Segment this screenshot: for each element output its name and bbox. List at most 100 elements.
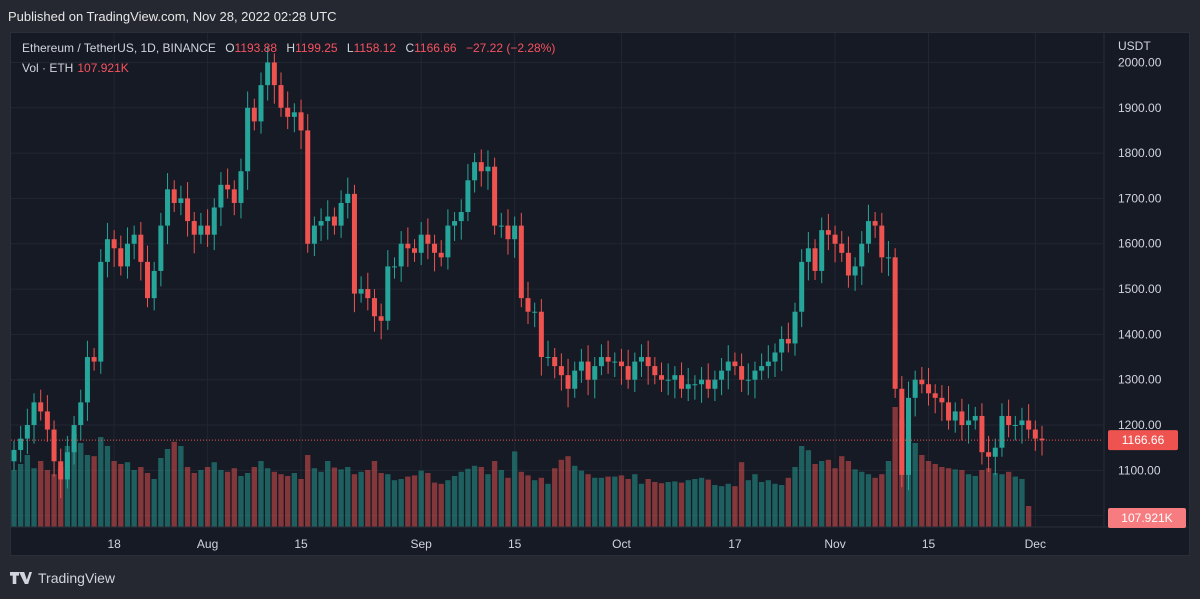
volume-bar: [745, 480, 751, 527]
candle-body: [51, 429, 57, 462]
volume-bar: [965, 474, 972, 527]
candle-body: [472, 162, 478, 181]
candle-body: [712, 379, 718, 389]
volume-bar: [338, 469, 344, 527]
volume-bar: [485, 474, 491, 527]
candle-body: [31, 402, 37, 426]
volume-bar: [525, 475, 531, 527]
candle-body: [124, 243, 130, 267]
x-tick-label: 17: [728, 537, 742, 551]
volume-bar: [24, 455, 31, 527]
candle-body: [992, 447, 998, 457]
volume-legend: Vol · ETH 107.921K: [22, 61, 129, 75]
candle-body: [405, 243, 411, 249]
volume-bar: [491, 461, 498, 527]
volume-bar: [238, 476, 244, 527]
candle-body: [845, 252, 851, 276]
candle-body: [111, 239, 117, 249]
candle-body: [765, 361, 771, 367]
candle-body: [859, 243, 865, 267]
footer-brand: TradingView: [38, 570, 116, 586]
candle-body: [512, 225, 518, 240]
x-tick-label: 15: [508, 537, 522, 551]
volume-bar: [204, 467, 211, 527]
candle-body: [999, 415, 1005, 448]
volume-bar: [231, 468, 237, 527]
volume-bar: [638, 483, 645, 527]
candle-body: [792, 311, 798, 344]
volume-bar: [184, 467, 191, 527]
candle-body: [1026, 420, 1032, 430]
candle-body: [432, 243, 438, 253]
volume-bar: [805, 450, 812, 527]
volume-bar: [812, 464, 818, 527]
volume-bar: [712, 485, 718, 527]
candle-body: [191, 221, 197, 235]
volume-bar: [164, 449, 171, 527]
footer: TradingView: [10, 570, 115, 586]
candle-body: [171, 189, 177, 203]
volume-bar: [385, 474, 391, 527]
candle-body: [912, 379, 918, 398]
high-label: H: [286, 41, 296, 55]
volume-bar: [371, 461, 378, 527]
volume-bar: [311, 468, 318, 527]
candle-body: [518, 225, 524, 299]
y-tick-label: 1800.00: [1118, 146, 1162, 160]
volume-bar: [912, 443, 918, 527]
candle-body: [351, 193, 357, 294]
change-value: −27.22 (−2.28%): [465, 41, 556, 55]
volume-bar: [151, 479, 157, 527]
y-tick-label: 1200.00: [1118, 418, 1162, 432]
volume-bar: [678, 482, 685, 527]
candle-body: [64, 452, 70, 480]
volume-bar: [992, 473, 998, 527]
symbol-legend: Ethereum / TetherUS, 1D, BINANCE O1193.8…: [22, 41, 555, 55]
volume-bar: [772, 483, 778, 527]
candle-body: [271, 62, 277, 86]
y-tick-label: 1600.00: [1118, 237, 1162, 251]
volume-bar: [558, 459, 565, 527]
volume-bar: [925, 461, 932, 527]
volume-bar: [585, 474, 591, 527]
candle-body: [705, 379, 711, 389]
volume-bar: [859, 471, 865, 527]
volume-bar: [632, 474, 638, 527]
candle-body: [251, 107, 257, 122]
volume-bar: [451, 476, 458, 527]
volume-bar: [131, 470, 137, 527]
candle-body: [932, 393, 938, 398]
volume-bar: [592, 477, 598, 527]
symbol-name[interactable]: Ethereum / TetherUS, 1D, BINANCE: [22, 41, 216, 55]
candle-body: [598, 357, 604, 367]
candle-body: [659, 375, 665, 380]
volume-bar: [211, 462, 217, 527]
volume-bar: [138, 467, 144, 527]
candle-body: [1019, 420, 1025, 426]
volume-bar: [365, 470, 371, 527]
last-price-badge: [1108, 430, 1178, 451]
last-volume-badge: [1108, 508, 1186, 528]
volume-bar: [932, 464, 938, 527]
y-tick-label: 1100.00: [1118, 463, 1161, 477]
volume-bar: [652, 482, 658, 527]
volume-bar: [511, 451, 518, 527]
candle-body: [725, 361, 731, 371]
candle-body: [165, 189, 171, 226]
candle-body: [298, 112, 304, 131]
candle-body: [919, 379, 925, 385]
candle-body: [832, 234, 838, 244]
volume-bar: [819, 461, 825, 527]
last-volume-text: 107.921K: [1121, 511, 1172, 525]
volume-bar: [498, 470, 504, 527]
volume-bar: [758, 482, 765, 527]
volume-bar: [291, 473, 298, 527]
candle-body: [291, 112, 297, 117]
candle-body: [759, 366, 765, 371]
volume-bar: [518, 471, 524, 527]
candle-body: [452, 221, 458, 226]
candle-body: [378, 316, 384, 321]
candle-body: [685, 384, 691, 389]
candle-body: [852, 266, 858, 276]
